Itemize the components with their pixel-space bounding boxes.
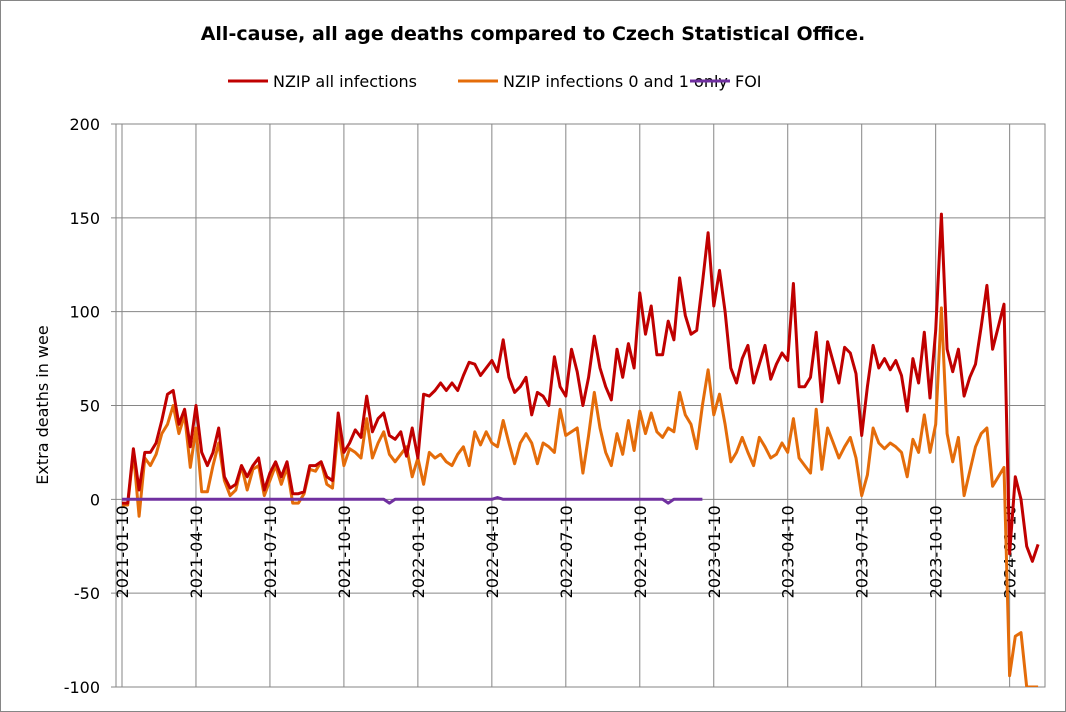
x-tick-label: 2023-10-10 [927,505,946,598]
x-tick-label: 2023-01-10 [705,505,724,598]
series-line-foi [122,496,703,505]
y-axis-ticks: 200 150 100 50 0 -50 -100 [64,115,100,697]
y-axis-label: Extra deaths in wee [33,325,52,484]
y-tick-label: 100 [69,303,100,322]
legend-label: NZIP all infections [273,72,417,91]
series-line-nzip-infections-0-and-1-only [122,306,1039,687]
y-tick-label: -100 [64,678,100,697]
chart-title: All-cause, all age deaths compared to Cz… [201,23,866,45]
legend-label: NZIP infections 0 and 1 only [503,72,728,91]
x-tick-label: 2021-10-10 [335,505,354,598]
series-lines [122,212,1040,687]
x-tick-label: 2022-10-10 [631,505,650,598]
y-tick-label: 150 [69,209,100,228]
legend-label: FOI [735,72,762,91]
y-tick-label: -50 [74,584,100,603]
x-tick-label: 2021-01-10 [113,505,132,598]
x-tick-label: 2021-04-10 [187,505,206,598]
y-tick-label: 0 [90,490,100,509]
x-tick-label: 2022-07-10 [557,505,576,598]
series-line-nzip-all-infections [122,212,1040,563]
x-tick-label: 2022-04-10 [483,505,502,598]
x-tick-label: 2023-07-10 [853,505,872,598]
legend: NZIP all infections NZIP infections 0 and… [228,72,762,91]
y-tick-label: 200 [69,115,100,134]
x-tick-label: 2021-07-10 [261,505,280,598]
x-tick-label: 2023-04-10 [779,505,798,598]
x-tick-label: 2022-01-10 [409,505,428,598]
y-tick-label: 50 [80,397,100,416]
